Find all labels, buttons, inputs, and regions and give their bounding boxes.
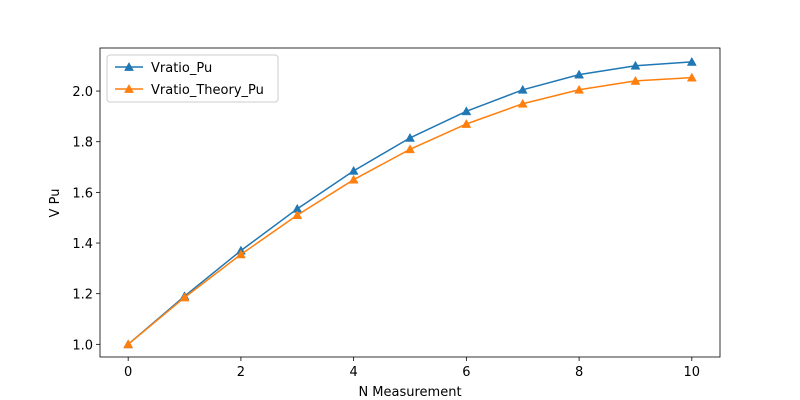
legend-item: Vratio_Pu	[115, 61, 212, 76]
data-point	[686, 56, 697, 66]
legend-marker	[124, 83, 134, 93]
data-point	[574, 84, 585, 94]
x-tick-label: 2	[237, 365, 245, 380]
series-line	[127, 61, 692, 345]
plot-frame	[99, 47, 721, 358]
data-point	[574, 69, 585, 79]
data-point	[123, 339, 134, 349]
data-point	[292, 210, 303, 220]
data-point	[405, 132, 415, 142]
legend-box	[106, 54, 279, 103]
data-point	[348, 174, 359, 184]
data-point	[348, 165, 359, 175]
y-axis-label: V Pu	[48, 189, 63, 218]
x-tick-label: 8	[575, 365, 583, 380]
y-tick-label: 2.0	[72, 85, 93, 100]
data-point	[461, 106, 472, 116]
legend-label: Vratio_Pu	[151, 61, 212, 76]
plot-area	[99, 47, 721, 358]
x-axis-label: N Measurement	[358, 385, 461, 400]
y-tick-label: 1.0	[72, 338, 93, 353]
legend-label: Vratio_Theory_Pu	[151, 83, 264, 98]
y-tick-label: 1.6	[72, 186, 93, 201]
data-point	[517, 98, 528, 108]
x-tick-label: 6	[462, 365, 470, 380]
x-tick-label: 4	[349, 365, 357, 380]
y-axis: 1.0 1.2 1.4 1.6 1.8 2.0	[72, 85, 100, 353]
data-point	[461, 118, 472, 128]
data-point	[630, 75, 641, 85]
data-point	[405, 144, 415, 154]
y-tick-label: 1.2	[72, 288, 93, 303]
data-point	[235, 249, 246, 259]
series-Vratio_Theory_Pu	[123, 72, 697, 349]
legend-item: Vratio_Theory_Pu	[115, 83, 264, 98]
data-point	[686, 72, 697, 82]
legend: Vratio_Pu Vratio_Theory_Pu	[106, 54, 279, 103]
x-tick-label: 0	[124, 365, 132, 380]
data-point	[179, 292, 190, 302]
x-axis: 0 2 4 6 8 10	[124, 357, 700, 380]
series-layer	[123, 56, 697, 349]
data-point	[517, 84, 528, 94]
data-point	[630, 60, 641, 70]
series-line	[127, 76, 692, 345]
y-tick-label: 1.8	[72, 136, 93, 151]
y-tick-label: 1.4	[72, 237, 93, 252]
legend-marker	[124, 61, 134, 71]
x-tick-label: 10	[684, 365, 701, 380]
